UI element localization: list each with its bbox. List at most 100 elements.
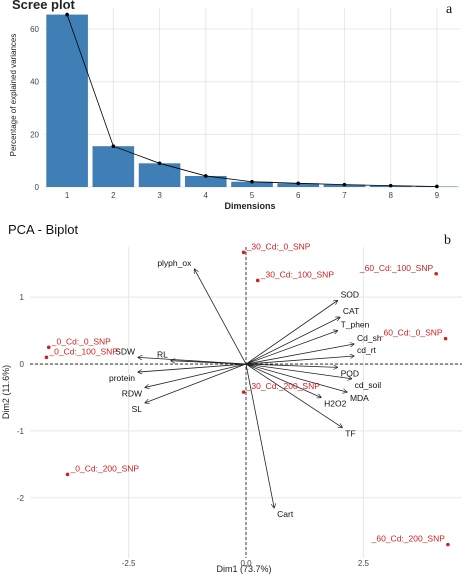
scree-line-layer: [65, 12, 439, 189]
biplot-grid: [30, 247, 462, 558]
scree-x-tick-label-8: 8: [388, 191, 393, 200]
scree-x-axis-label: Dimensions: [224, 201, 275, 211]
individual-label-_30_Cd:_0_SNP: _30_Cd:_0_SNP: [246, 241, 311, 251]
individual-label-_0_Cd:_200_SNP: _0_Cd:_200_SNP: [70, 463, 140, 473]
scree-bar-3: [138, 163, 181, 187]
pca-biplot: PCA - Biplot b Dim2 (11.6%) Dim1 (73.7%)…: [1, 222, 462, 574]
variable-label-RL: RL: [157, 350, 168, 360]
variable-label-MDA: MDA: [350, 393, 369, 403]
scree-point-8: [388, 183, 393, 188]
biplot-variable-arrows: plyph_ox SOD CAT T_phen Cd_sh cd_rt POD cd_soil…: [109, 258, 382, 519]
scree-point-1: [65, 12, 69, 17]
individual-point-_30_Cd:_200_SNP: [241, 390, 246, 394]
individual-label-_0_Cd:_0_SNP: _0_Cd:_0_SNP: [51, 336, 111, 346]
variable-label-CAT: CAT: [343, 306, 359, 316]
variable-arrow-Cart: [245, 363, 274, 508]
scree-x-tick-label-2: 2: [111, 191, 116, 200]
variable-arrow-POD: [245, 363, 338, 367]
individual-point-_0_Cd:_100_SNP: [44, 355, 49, 360]
variable-arrow-SL: [145, 363, 247, 403]
scree-bar-4: [184, 175, 227, 187]
individual-point-_0_Cd:_200_SNP: [65, 472, 70, 477]
variable-label-T_phen: T_phen: [341, 320, 370, 330]
variable-label-TF: TF: [345, 429, 355, 439]
individual-label-_60_Cd:_0_SNP: _60_Cd:_0_SNP: [378, 328, 443, 338]
panel-letter-a: a: [446, 2, 453, 17]
scree-y-tick-label-3: 60: [30, 25, 39, 34]
scree-point-3: [157, 161, 162, 166]
variable-label-RDW: RDW: [122, 388, 142, 398]
biplot-ticks: -2.5 0.0 2.5 -2 -1 0 1: [17, 293, 370, 568]
individual-label-_30_Cd:_200_SNP: _30_Cd:_200_SNP: [246, 381, 321, 391]
biplot-x-tick-label-2: 2.5: [358, 559, 370, 568]
individual-point-_0_Cd:_0_SNP: [46, 345, 51, 350]
variable-arrow-T_phen: [245, 331, 338, 365]
variable-label-cd_rt: cd_rt: [357, 345, 377, 355]
individual-point-_60_Cd:_0_SNP: [443, 336, 448, 341]
scree-plot: Scree plot a Percentage of explained var…: [9, 0, 460, 211]
scree-bar-6: [277, 183, 320, 187]
biplot-individuals: _30_Cd:_0_SNP _30_Cd:_100_SNP _60_Cd:_100_…: [44, 241, 450, 547]
scree-x-tick-label-4: 4: [204, 191, 209, 200]
variable-label-SOD: SOD: [341, 290, 359, 300]
variable-label-H2O2: H2O2: [324, 398, 346, 408]
individual-label-_30_Cd:_100_SNP: _30_Cd:_100_SNP: [260, 269, 335, 279]
panel-letter-b: b: [444, 233, 451, 248]
variable-label-protein: protein: [109, 373, 135, 383]
individual-label-_0_Cd:_100_SNP: _0_Cd:_100_SNP: [48, 346, 118, 356]
biplot-y-tick-label-3: 1: [20, 293, 25, 302]
variable-label-plyph_ox: plyph_ox: [157, 258, 192, 268]
variable-arrow-cd_soil: [245, 363, 352, 379]
scree-point-9: [435, 184, 439, 189]
scree-y-tick-label-2: 40: [30, 78, 39, 87]
variable-arrow-CAT: [245, 317, 340, 365]
scree-point-4: [203, 174, 208, 178]
biplot-y-tick-label-0: -2: [17, 494, 25, 503]
individual-label-_60_Cd:_200_SNP: _60_Cd:_200_SNP: [371, 534, 446, 544]
scree-x-tick-label-1: 1: [65, 191, 70, 200]
scree-x-tick-label-9: 9: [435, 191, 440, 200]
individual-label-_60_Cd:_100_SNP: _60_Cd:_100_SNP: [359, 263, 434, 273]
scree-plot-title: Scree plot: [12, 0, 76, 12]
biplot-y-axis-label: Dim2 (11.6%): [1, 365, 11, 419]
variable-label-cd_soil: cd_soil: [355, 380, 382, 390]
variable-label-Cart: Cart: [277, 509, 294, 519]
individual-point-_30_Cd:_0_SNP: [241, 250, 246, 255]
individual-point-_30_Cd:_100_SNP: [255, 278, 260, 283]
biplot-y-tick-label-2: 0: [20, 360, 25, 369]
variable-arrow-H2O2: [245, 363, 321, 397]
variable-arrow-RL: [171, 361, 247, 365]
variable-arrow-plyph_ox: [194, 269, 247, 365]
biplot-x-axis-label: Dim1 (73.7%): [216, 564, 271, 574]
variable-arrow-TF: [245, 363, 342, 428]
individual-point-_60_Cd:_100_SNP: [434, 271, 438, 276]
scree-y-tick-label-1: 20: [30, 130, 39, 139]
scree-point-2: [111, 144, 116, 148]
scree-bar-5: [231, 181, 273, 187]
biplot-x-tick-label-1: 0.0: [240, 559, 252, 568]
variable-arrow-SOD: [245, 301, 338, 365]
scree-x-tick-label-5: 5: [250, 191, 255, 200]
biplot-x-tick-label-0: -2.5: [122, 559, 136, 568]
scree-y-tick-label-0: 0: [35, 183, 40, 192]
scree-bar-1: [46, 14, 88, 187]
biplot-title: PCA - Biplot: [8, 222, 78, 237]
biplot-y-tick-label-1: -1: [17, 427, 25, 436]
scree-x-tick-label-7: 7: [342, 191, 347, 200]
variable-arrow-RDW: [145, 363, 247, 387]
scree-bar-2: [92, 146, 135, 187]
scree-point-6: [296, 181, 301, 186]
scree-ticks: 0 20 40 60 1 2 3 4 5 6 7 8 9: [30, 25, 440, 200]
individual-point-_60_Cd:_200_SNP: [446, 542, 450, 547]
scree-y-axis-label: Percentage of explained variances: [9, 34, 18, 157]
variable-arrow-MDA: [245, 363, 347, 392]
scree-point-5: [250, 179, 254, 184]
variable-arrow-cd_rt: [245, 356, 354, 365]
variable-label-POD: POD: [341, 368, 359, 378]
scree-x-tick-label-3: 3: [157, 191, 162, 200]
scree-point-7: [342, 182, 347, 187]
variable-arrow-Cd_sh: [245, 344, 354, 365]
variable-arrow-protein: [138, 363, 247, 372]
variable-label-Cd_sh: Cd_sh: [357, 333, 382, 343]
